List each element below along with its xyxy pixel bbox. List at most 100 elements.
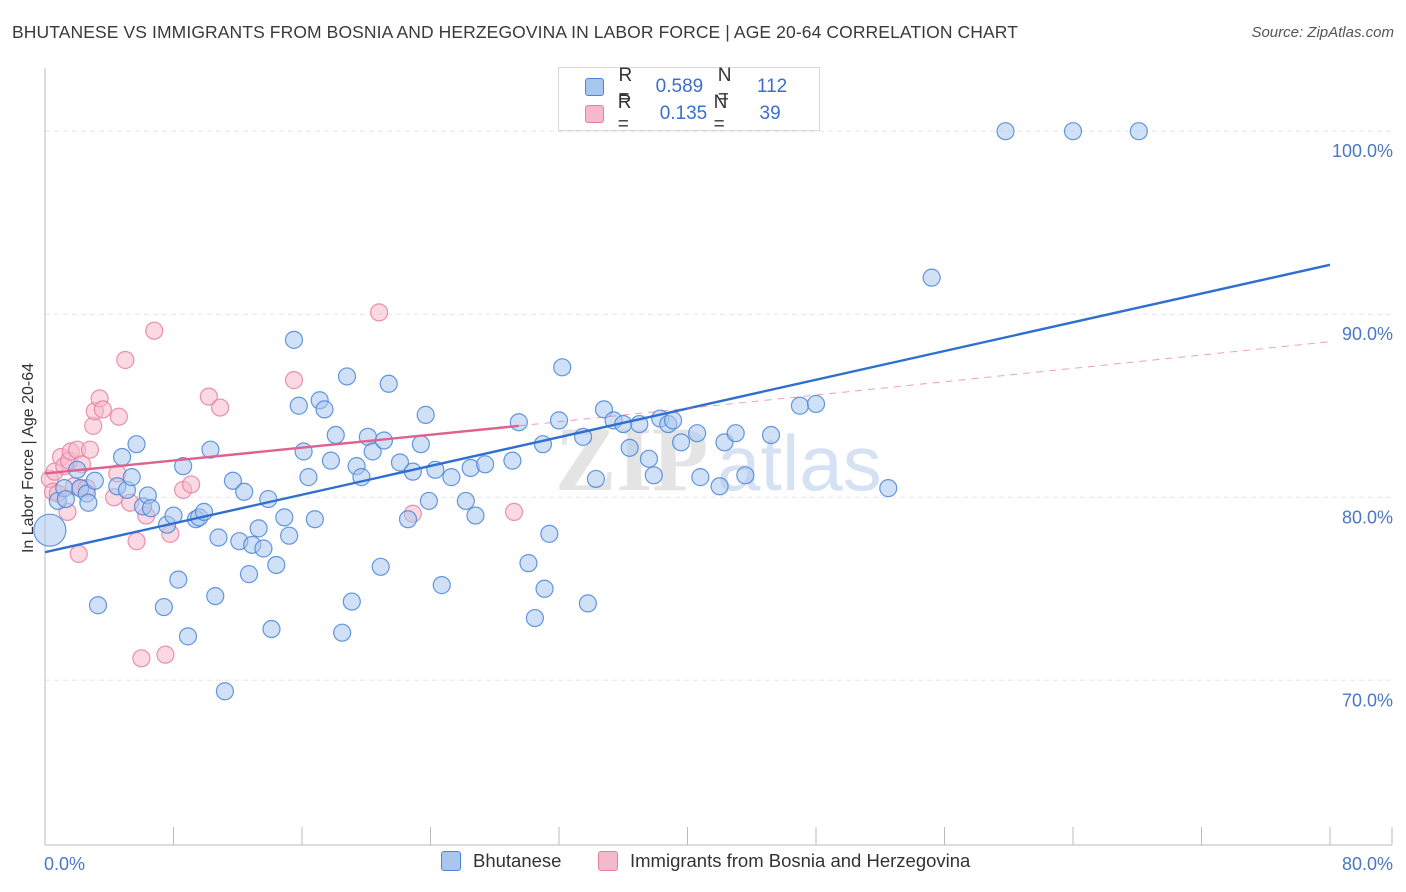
point-bhutanese <box>1063 122 1083 141</box>
point-bhutanese <box>223 471 243 490</box>
point-bhutanese <box>294 442 313 461</box>
point-bhutanese <box>476 455 495 474</box>
point-bhutanese <box>398 510 418 529</box>
point-bhutanese <box>284 330 304 349</box>
point-bhutanese <box>122 468 141 487</box>
point-bhutanese <box>806 394 826 414</box>
legend-swatch-pink <box>585 105 604 123</box>
x-tick-label: 80.0% <box>1342 854 1393 874</box>
point-bosnia <box>93 400 112 419</box>
point-bhutanese <box>922 268 941 287</box>
point-bhutanese <box>540 524 559 543</box>
point-bhutanese <box>390 453 410 472</box>
point-bhutanese <box>553 358 572 377</box>
point-bhutanese <box>239 565 259 584</box>
point-bhutanese <box>578 594 598 613</box>
point-bhutanese <box>363 442 382 461</box>
point-bosnia <box>69 544 88 564</box>
point-bhutanese <box>432 576 451 595</box>
point-bhutanese <box>533 435 553 454</box>
point-bhutanese <box>691 468 710 487</box>
point-bhutanese <box>79 493 98 512</box>
point-bhutanese <box>456 491 475 511</box>
point-bosnia <box>109 407 128 426</box>
legend-r-value: 0.135 <box>659 103 708 124</box>
point-bhutanese <box>879 479 898 498</box>
point-bhutanese <box>761 425 781 445</box>
point-bosnia <box>156 645 175 664</box>
point-bhutanese <box>275 508 294 527</box>
point-bhutanese <box>342 592 361 611</box>
point-bhutanese <box>305 510 324 529</box>
point-bhutanese <box>535 579 554 598</box>
point-bhutanese <box>644 466 663 485</box>
point-bhutanese <box>280 526 299 545</box>
point-bhutanese <box>154 597 173 617</box>
bottom-legend-label: Bhutanese <box>473 850 562 871</box>
point-bhutanese <box>326 425 345 445</box>
bottom-legend-swatch-pink <box>598 851 618 871</box>
point-bhutanese <box>315 400 334 419</box>
legend-n-label: N = <box>717 65 732 108</box>
y-tick-label: 80.0% <box>1342 507 1393 527</box>
point-bosnia <box>145 321 164 340</box>
point-bhutanese <box>620 438 639 457</box>
bottom-legend-swatch-blue <box>441 851 461 871</box>
point-bhutanese <box>371 557 390 576</box>
y-axis-label: In Labor Force | Age 20-64 <box>20 363 37 553</box>
point-bhutanese <box>379 374 398 393</box>
point-bhutanese <box>519 554 538 573</box>
point-bhutanese <box>141 499 161 518</box>
trend-line-bosnia <box>44 424 519 475</box>
point-bhutanese <box>416 405 435 424</box>
y-tick-label: 90.0% <box>1342 324 1393 344</box>
point-bhutanese <box>169 570 188 589</box>
point-bhutanese <box>88 596 108 615</box>
point-bhutanese <box>333 623 352 642</box>
legend-r-label: R = <box>617 92 632 135</box>
bottom-legend: Bhutanese Immigrants from Bosnia and Her… <box>0 850 1406 878</box>
point-bhutanese <box>688 424 707 443</box>
point-bhutanese <box>996 122 1015 141</box>
point-bhutanese <box>112 447 132 467</box>
point-bhutanese <box>337 367 357 386</box>
point-bosnia <box>370 303 389 322</box>
legend: R = 0.589 N = 112 R = 0.135 N = 39 <box>558 65 820 135</box>
point-bhutanese <box>262 619 281 639</box>
point-bosnia <box>199 387 218 406</box>
grid-lines <box>45 130 1395 681</box>
point-bosnia <box>132 649 151 668</box>
point-bhutanese <box>525 608 545 628</box>
point-bhutanese <box>174 457 193 476</box>
legend-n-label: N = <box>713 92 728 135</box>
point-bhutanese <box>790 396 810 415</box>
legend-n-value: 112 <box>756 76 788 97</box>
point-bhutanese <box>639 449 659 468</box>
point-bhutanese <box>289 396 308 415</box>
point-bhutanese <box>206 586 225 606</box>
legend-n-value: 39 <box>759 103 781 124</box>
point-bhutanese <box>56 489 75 509</box>
legend-row-blue: R = 0.589 N = 112 <box>585 65 819 108</box>
legend-row-pink: R = 0.135 N = 39 <box>585 92 819 135</box>
legend-r-label: R = <box>618 65 633 108</box>
point-bhutanese <box>671 433 691 452</box>
point-bhutanese <box>235 482 254 501</box>
point-bhutanese <box>299 468 318 487</box>
point-bosnia <box>210 398 230 417</box>
point-bhutanese <box>503 451 522 470</box>
point-bhutanese <box>726 424 745 443</box>
point-bhutanese <box>215 682 234 701</box>
chart-title: BHUTANESE VS IMMIGRANTS FROM BOSNIA AND … <box>12 22 1018 42</box>
trend-line-bosnia-extension <box>518 341 1331 427</box>
point-bosnia <box>182 475 201 494</box>
point-bhutanese <box>1129 122 1148 141</box>
trend-lines <box>44 263 1331 554</box>
point-bhutanese <box>586 469 606 489</box>
bottom-legend-item-blue: Bhutanese <box>441 850 561 872</box>
axes <box>44 68 1393 846</box>
point-bhutanese <box>736 466 755 485</box>
point-bhutanese <box>259 489 278 509</box>
point-bhutanese <box>509 413 528 432</box>
